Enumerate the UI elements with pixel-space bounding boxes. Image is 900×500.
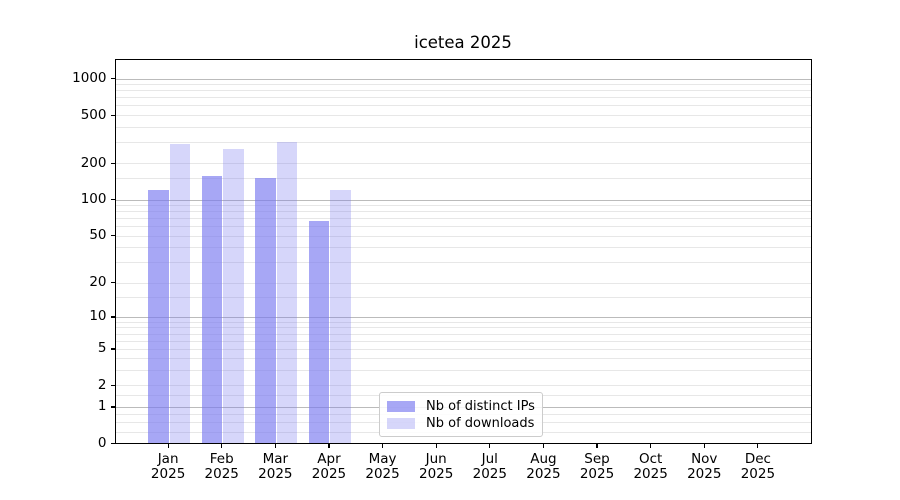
- x-tick-label: Feb 2025: [204, 450, 239, 483]
- bar-distinct-ips-jan: [148, 190, 169, 444]
- x-tick-mark: [435, 443, 437, 448]
- y-tick-mark: [110, 443, 115, 445]
- legend: Nb of distinct IPs Nb of downloads: [379, 392, 543, 437]
- gridline-minor: [115, 84, 811, 86]
- gridline-minor: [115, 358, 811, 360]
- y-tick-label: 0: [97, 434, 107, 451]
- x-tick-mark: [596, 443, 598, 448]
- legend-label: Nb of distinct IPs: [426, 399, 535, 414]
- gridline-minor: [115, 262, 811, 264]
- x-tick-mark: [650, 443, 652, 448]
- gridline-minor: [115, 105, 811, 107]
- gridline-minor: [115, 235, 811, 237]
- chart-title: icetea 2025: [414, 33, 512, 52]
- x-tick-label: Dec 2025: [740, 450, 776, 483]
- bar-distinct-ips-feb: [201, 175, 223, 444]
- gridline-minor: [115, 247, 811, 249]
- y-tick-label: 100: [80, 191, 107, 208]
- gridline-minor: [115, 90, 811, 92]
- bar-distinct-ips-apr: [309, 221, 330, 444]
- x-tick-mark: [328, 443, 330, 448]
- gridline-minor: [115, 126, 811, 128]
- x-tick-mark: [489, 443, 491, 448]
- x-tick-label: Jul 2025: [472, 450, 507, 483]
- y-tick-mark: [110, 162, 115, 165]
- legend-swatch-distinct-ips: [387, 401, 415, 412]
- y-tick-mark: [110, 316, 115, 318]
- gridline-minor: [115, 178, 811, 180]
- x-tick-mark: [381, 443, 384, 448]
- y-tick-mark: [110, 235, 115, 237]
- gridline-minor: [115, 385, 811, 387]
- y-tick-label: 5: [97, 340, 107, 357]
- y-tick-mark: [110, 199, 115, 201]
- gridline-minor: [115, 218, 811, 220]
- gridline-minor: [115, 226, 811, 228]
- legend-swatch-downloads: [387, 418, 415, 429]
- y-tick-label: 50: [89, 227, 107, 244]
- plot-area: [114, 59, 812, 444]
- legend-item: Nb of distinct IPs: [387, 398, 535, 415]
- y-tick-mark: [110, 348, 115, 350]
- y-tick-mark: [110, 406, 115, 408]
- y-tick-label: 1: [97, 398, 107, 415]
- gridline-minor: [115, 340, 811, 342]
- bar-downloads-feb: [223, 149, 244, 444]
- gridline-major: [115, 78, 811, 80]
- gridline-minor: [115, 163, 811, 165]
- legend-item: Nb of downloads: [387, 415, 534, 432]
- x-tick-mark: [274, 443, 276, 448]
- gridline-minor: [115, 321, 811, 323]
- y-tick-label: 20: [89, 274, 107, 291]
- gridline-minor: [115, 142, 811, 144]
- y-tick-mark: [110, 282, 115, 284]
- gridline-minor: [115, 205, 811, 207]
- y-tick-mark: [110, 384, 115, 387]
- y-tick-label: 500: [80, 106, 107, 123]
- gridline-minor: [115, 333, 811, 335]
- bar-downloads-jan: [169, 143, 191, 444]
- gridline-minor: [115, 115, 811, 117]
- x-tick-mark: [542, 443, 544, 448]
- gridline-minor: [115, 282, 811, 284]
- y-tick-label: 1000: [72, 69, 107, 86]
- gridline-minor: [115, 348, 811, 350]
- bar-distinct-ips-mar: [255, 178, 276, 444]
- y-tick-mark: [110, 78, 115, 80]
- x-tick-mark: [703, 443, 705, 448]
- bar-downloads-mar: [276, 142, 298, 444]
- legend-label: Nb of downloads: [426, 416, 535, 431]
- x-tick-label: Oct 2025: [633, 450, 668, 483]
- y-tick-label: 200: [80, 154, 107, 171]
- gridline-minor: [115, 327, 811, 329]
- gridline-minor: [115, 370, 811, 372]
- x-tick-label: Apr 2025: [311, 450, 347, 483]
- y-tick-mark: [110, 114, 115, 116]
- x-tick-mark: [757, 443, 759, 448]
- bar-downloads-apr: [330, 189, 351, 444]
- gridline-minor: [115, 97, 811, 99]
- x-tick-label: Nov 2025: [687, 450, 722, 483]
- x-tick-label: Mar 2025: [258, 450, 293, 483]
- x-tick-label: Sep 2025: [579, 450, 615, 483]
- y-tick-label: 2: [97, 376, 107, 393]
- x-tick-label: Jun 2025: [419, 450, 454, 483]
- x-tick-label: Jan 2025: [150, 450, 186, 483]
- x-tick-mark: [167, 443, 169, 448]
- gridline-minor: [115, 211, 811, 213]
- gridline-major: [115, 199, 811, 201]
- x-tick-label: May 2025: [365, 450, 400, 483]
- gridline-major: [115, 316, 811, 318]
- y-tick-label: 10: [89, 308, 107, 325]
- x-tick-label: Aug 2025: [526, 450, 561, 483]
- x-tick-mark: [221, 443, 223, 448]
- gridline-minor: [115, 297, 811, 299]
